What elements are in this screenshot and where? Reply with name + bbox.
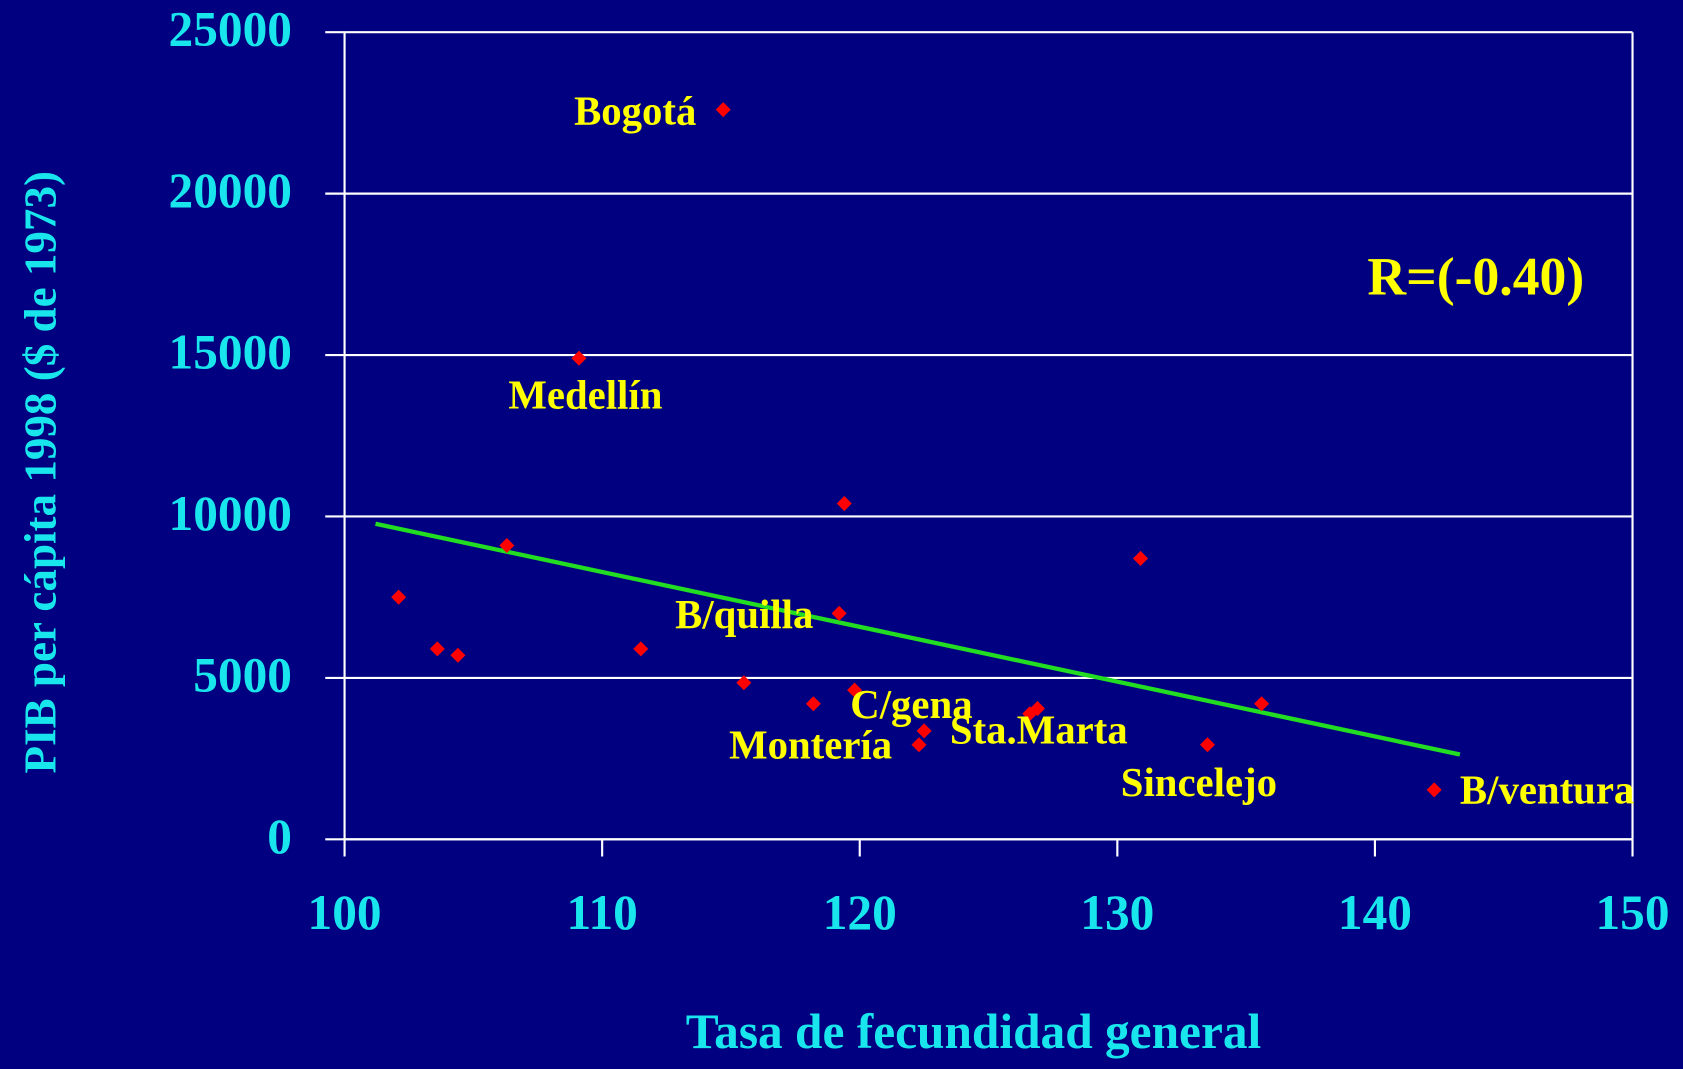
y-tick-label: 0 xyxy=(267,809,292,864)
y-axis-label: PIB per cápita 1998 ($ de 1973) xyxy=(15,171,65,773)
y-tick-label: 20000 xyxy=(169,163,292,218)
x-tick-label: 140 xyxy=(1338,885,1412,940)
point xyxy=(391,589,407,605)
x-tick-label: 100 xyxy=(308,885,382,940)
point xyxy=(736,675,752,691)
y-tick-label: 10000 xyxy=(169,486,292,541)
point-label: Medellín xyxy=(508,372,662,417)
point xyxy=(805,696,821,712)
point-label: C/gena xyxy=(850,682,972,727)
point xyxy=(1029,701,1045,717)
y-tick-label: 25000 xyxy=(169,2,292,57)
point xyxy=(499,538,515,554)
point xyxy=(1022,706,1038,722)
point xyxy=(633,641,649,657)
x-axis-label: Tasa de fecundidad general xyxy=(686,1004,1261,1059)
point xyxy=(1199,737,1216,753)
y-tick-label: 5000 xyxy=(193,647,292,702)
point xyxy=(836,496,852,512)
x-tick-label: 110 xyxy=(566,885,637,940)
point xyxy=(571,350,587,366)
y-tick-label: 15000 xyxy=(169,325,292,380)
point-label: B/quilla xyxy=(675,592,813,637)
trend-line xyxy=(375,521,1461,757)
annotation: R=(-0.40) xyxy=(1367,247,1584,307)
point xyxy=(429,641,445,657)
point xyxy=(916,723,932,739)
point xyxy=(831,605,847,621)
point xyxy=(1254,696,1270,712)
point xyxy=(911,737,927,753)
point-label: Montería xyxy=(729,722,892,767)
point xyxy=(847,682,863,698)
point xyxy=(450,647,466,663)
point-label: B/ventura xyxy=(1460,768,1634,813)
point xyxy=(1133,550,1149,566)
point-label: Sta.Marta xyxy=(950,707,1128,752)
point-label: Sincelejo xyxy=(1121,760,1277,805)
point-label: Bogotá xyxy=(574,88,696,133)
x-tick-label: 130 xyxy=(1080,885,1154,940)
x-tick-label: 150 xyxy=(1595,885,1669,940)
x-tick-label: 120 xyxy=(823,885,897,940)
point xyxy=(1426,782,1442,798)
